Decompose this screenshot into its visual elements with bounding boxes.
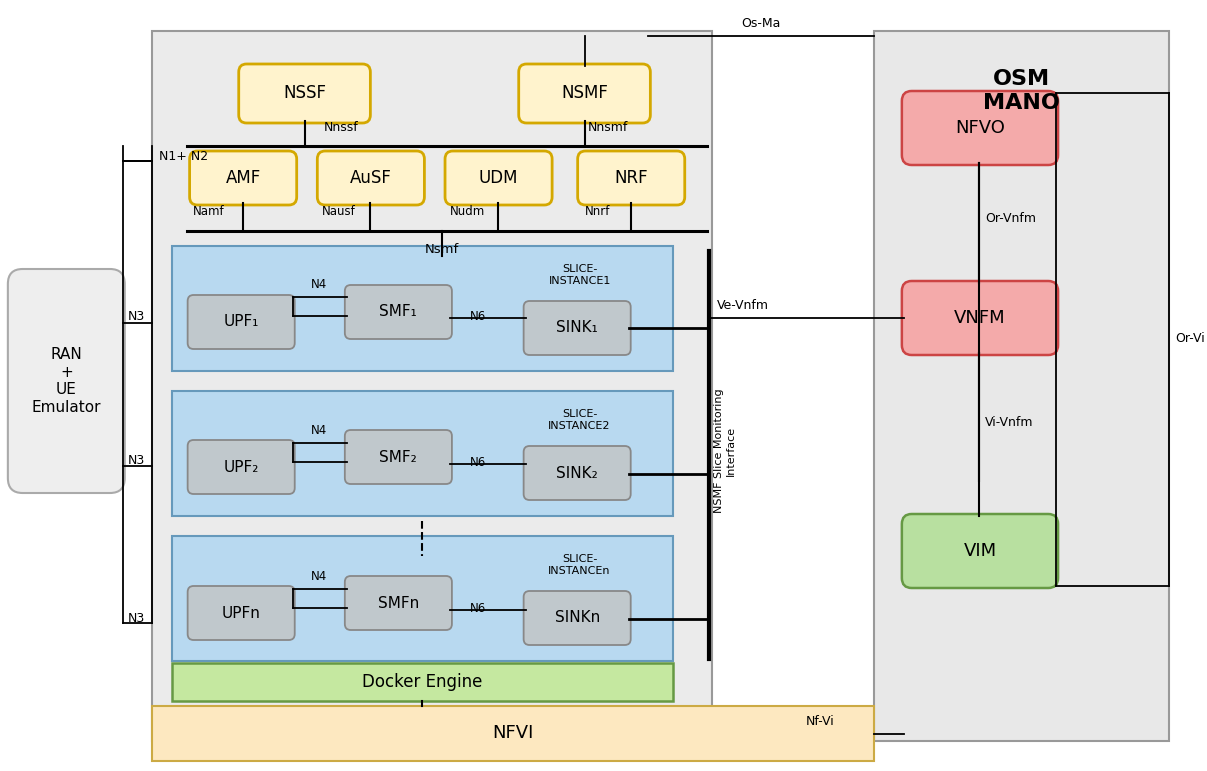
Text: VNFM: VNFM bbox=[955, 309, 1005, 327]
Text: AMF: AMF bbox=[226, 169, 261, 187]
FancyBboxPatch shape bbox=[445, 151, 552, 205]
Text: N3: N3 bbox=[128, 309, 145, 322]
Text: Nnssf: Nnssf bbox=[325, 121, 358, 134]
FancyBboxPatch shape bbox=[317, 151, 425, 205]
Bar bbox=[152, 31, 712, 741]
Text: Vi-Vnfm: Vi-Vnfm bbox=[985, 416, 1034, 429]
Text: NFVO: NFVO bbox=[955, 119, 1005, 137]
FancyBboxPatch shape bbox=[519, 64, 651, 123]
Text: N3: N3 bbox=[128, 454, 145, 467]
Text: SINKn: SINKn bbox=[554, 611, 600, 625]
FancyBboxPatch shape bbox=[524, 591, 631, 645]
Bar bbox=[152, 706, 874, 761]
Text: SLICE-
INSTANCE2: SLICE- INSTANCE2 bbox=[548, 409, 611, 430]
Bar bbox=[171, 663, 674, 701]
Text: NSSF: NSSF bbox=[284, 85, 326, 103]
Text: UPF₂: UPF₂ bbox=[223, 460, 258, 474]
Text: SMF₂: SMF₂ bbox=[379, 449, 418, 464]
FancyBboxPatch shape bbox=[187, 586, 295, 640]
Text: NSMF: NSMF bbox=[561, 85, 608, 103]
Text: SMF₁: SMF₁ bbox=[379, 305, 418, 319]
Text: UPF₁: UPF₁ bbox=[223, 315, 258, 329]
Bar bbox=[171, 536, 674, 661]
Text: Docker Engine: Docker Engine bbox=[362, 673, 483, 691]
Text: Nf-Vi: Nf-Vi bbox=[805, 715, 834, 728]
Text: SLICE-
INSTANCE1: SLICE- INSTANCE1 bbox=[548, 264, 611, 285]
Text: VIM: VIM bbox=[963, 542, 997, 560]
FancyBboxPatch shape bbox=[8, 269, 124, 493]
Text: NFVI: NFVI bbox=[492, 725, 533, 742]
FancyBboxPatch shape bbox=[578, 151, 684, 205]
Text: Nsmf: Nsmf bbox=[425, 243, 459, 256]
FancyBboxPatch shape bbox=[189, 151, 297, 205]
FancyBboxPatch shape bbox=[902, 91, 1059, 165]
FancyBboxPatch shape bbox=[345, 285, 451, 339]
Text: SINK₂: SINK₂ bbox=[556, 466, 597, 480]
Text: UDM: UDM bbox=[479, 169, 518, 187]
Text: AuSF: AuSF bbox=[350, 169, 392, 187]
Text: N4: N4 bbox=[311, 278, 327, 291]
Text: NRF: NRF bbox=[614, 169, 648, 187]
FancyBboxPatch shape bbox=[187, 295, 295, 349]
FancyBboxPatch shape bbox=[345, 430, 451, 484]
FancyBboxPatch shape bbox=[239, 64, 371, 123]
Text: N4: N4 bbox=[311, 570, 327, 583]
Text: Nudm: Nudm bbox=[450, 205, 485, 218]
Text: Os-Ma: Os-Ma bbox=[742, 17, 781, 30]
Text: N1+ N2: N1+ N2 bbox=[159, 150, 209, 163]
Text: SLICE-
INSTANCEn: SLICE- INSTANCEn bbox=[548, 554, 611, 576]
Text: Or-Vnfm: Or-Vnfm bbox=[985, 213, 1037, 225]
Bar bbox=[171, 391, 674, 516]
FancyBboxPatch shape bbox=[187, 440, 295, 494]
Text: Nausf: Nausf bbox=[322, 205, 356, 218]
Text: N6: N6 bbox=[470, 309, 486, 322]
Bar bbox=[874, 31, 1170, 741]
Text: SINK₁: SINK₁ bbox=[556, 321, 597, 335]
Text: OSM
MANO: OSM MANO bbox=[984, 69, 1060, 113]
Text: UPFn: UPFn bbox=[222, 605, 261, 621]
FancyBboxPatch shape bbox=[902, 514, 1059, 588]
Text: Nnrf: Nnrf bbox=[584, 205, 610, 218]
Text: SMFn: SMFn bbox=[378, 595, 419, 611]
Text: RAN
+
UE
Emulator: RAN + UE Emulator bbox=[31, 348, 101, 415]
Text: N6: N6 bbox=[470, 456, 486, 469]
Text: Namf: Namf bbox=[193, 205, 225, 218]
Text: N3: N3 bbox=[128, 611, 145, 625]
FancyBboxPatch shape bbox=[524, 301, 631, 355]
Text: N4: N4 bbox=[311, 424, 327, 437]
Text: Nnsmf: Nnsmf bbox=[588, 121, 628, 134]
Text: Or-Vi: Or-Vi bbox=[1174, 332, 1205, 345]
FancyBboxPatch shape bbox=[902, 281, 1059, 355]
Text: Ve-Vnfm: Ve-Vnfm bbox=[717, 299, 769, 312]
Bar bbox=[171, 246, 674, 371]
Text: NSMF Slice Monitoring
Interface: NSMF Slice Monitoring Interface bbox=[715, 389, 736, 513]
Text: N6: N6 bbox=[470, 601, 486, 614]
FancyBboxPatch shape bbox=[345, 576, 451, 630]
FancyBboxPatch shape bbox=[524, 446, 631, 500]
